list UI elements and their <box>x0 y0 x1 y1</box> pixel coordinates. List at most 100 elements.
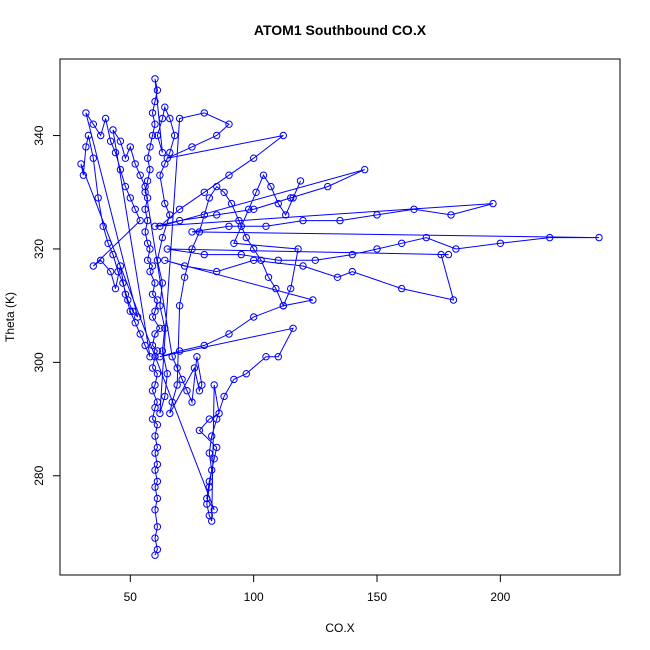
data-point <box>116 137 125 145</box>
data-point <box>97 256 105 264</box>
data-point <box>195 426 204 435</box>
data-point <box>230 239 238 248</box>
data-point <box>153 545 162 554</box>
data-point <box>205 477 214 486</box>
y-axis: 280 300 320 340 <box>32 125 61 486</box>
x-axis-label: CO.X <box>325 621 354 635</box>
data-point <box>178 375 186 384</box>
data-point <box>148 290 157 298</box>
data-point <box>373 245 381 253</box>
data-point <box>200 109 209 117</box>
data-point <box>215 409 223 418</box>
y-tick-label: 340 <box>32 125 46 145</box>
data-point <box>220 392 228 401</box>
data-point <box>153 443 162 452</box>
data-point <box>89 120 98 128</box>
data-point <box>151 97 159 106</box>
data-point <box>200 341 209 350</box>
data-point <box>131 319 139 327</box>
data-point <box>195 228 204 236</box>
data-point <box>210 455 218 463</box>
data-point <box>398 284 406 293</box>
data-point <box>156 324 164 332</box>
data-point <box>156 353 164 361</box>
data-point <box>203 494 211 503</box>
data-point <box>210 381 218 389</box>
data-point <box>208 517 216 525</box>
data-point <box>121 290 130 298</box>
data-point <box>336 216 344 225</box>
data-point <box>213 182 221 191</box>
data-point <box>299 262 307 270</box>
data-point <box>143 216 152 225</box>
data-point <box>252 188 260 197</box>
data-point <box>267 182 275 191</box>
data-point <box>161 103 169 111</box>
data-point <box>148 415 157 423</box>
data-point <box>188 398 196 406</box>
data-point <box>259 171 268 179</box>
data-point <box>208 466 216 474</box>
data-point <box>324 182 332 191</box>
data-point <box>193 353 201 361</box>
data-point <box>200 188 209 197</box>
data-point <box>444 250 453 259</box>
data-point <box>109 250 117 259</box>
data-point <box>287 194 295 202</box>
data-point <box>230 375 238 384</box>
data-point <box>116 165 125 174</box>
data-point <box>148 109 157 117</box>
data-point <box>161 256 169 264</box>
data-point <box>141 205 149 214</box>
data-point <box>188 143 196 151</box>
data-point <box>156 222 164 231</box>
data-point <box>220 188 228 197</box>
data-point <box>151 75 159 83</box>
data-point <box>153 398 162 406</box>
y-tick-label: 320 <box>32 239 46 259</box>
data-point <box>126 194 135 202</box>
x-tick-label: 100 <box>244 590 264 604</box>
data-point <box>141 228 149 236</box>
data-point <box>126 307 135 315</box>
data-point <box>171 131 179 140</box>
data-point <box>156 171 164 179</box>
data-point <box>151 279 159 287</box>
data-point <box>311 256 319 264</box>
data-point <box>195 387 204 395</box>
x-axis: 50 100 150 200 <box>124 574 511 604</box>
data-point <box>121 154 130 162</box>
data-point <box>136 171 144 179</box>
data-point <box>151 432 159 440</box>
data-point <box>242 370 251 378</box>
data-point <box>225 171 233 179</box>
data-point <box>250 245 258 253</box>
data-point <box>131 160 139 168</box>
data-point <box>153 494 162 503</box>
data-point <box>262 222 270 231</box>
data-point <box>143 239 152 248</box>
data-point <box>294 245 302 253</box>
data-point <box>119 279 127 287</box>
data-point <box>163 370 172 378</box>
data-point <box>161 392 169 401</box>
data-point <box>398 239 406 248</box>
data-point <box>111 148 120 157</box>
data-point <box>158 114 167 123</box>
data-point <box>104 239 112 248</box>
data-point <box>151 381 159 389</box>
data-point <box>153 131 162 140</box>
data-point <box>546 233 554 242</box>
data-point <box>188 228 196 236</box>
data-point <box>205 483 214 491</box>
data-point <box>153 256 162 264</box>
data-point <box>245 205 253 214</box>
data-point <box>148 341 157 350</box>
data-point <box>151 506 159 514</box>
data-point <box>489 199 497 208</box>
data-point <box>188 245 196 253</box>
data-point <box>437 250 445 259</box>
data-point <box>109 126 117 134</box>
data-point <box>106 137 115 145</box>
